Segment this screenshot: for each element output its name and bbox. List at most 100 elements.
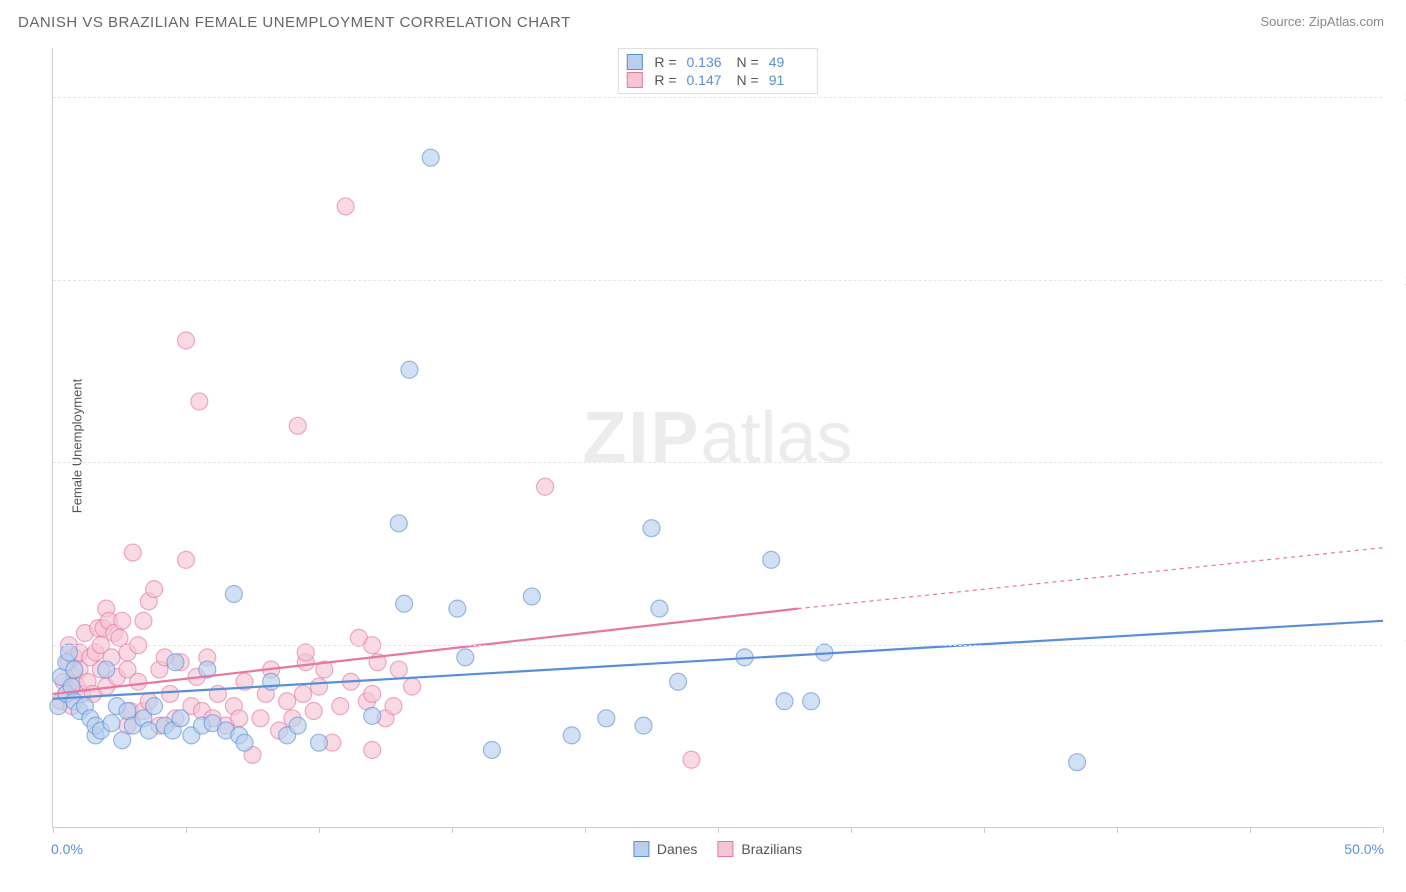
trend-line-extrapolated <box>798 548 1383 609</box>
data-point <box>563 727 580 744</box>
x-tick-mark <box>53 827 54 833</box>
y-tick-label: 15.0% <box>1397 454 1405 470</box>
data-point <box>776 693 793 710</box>
x-axis-min-label: 0.0% <box>51 841 83 857</box>
data-point <box>364 742 381 759</box>
legend-swatch <box>633 841 649 857</box>
data-point <box>178 332 195 349</box>
r-label: R = <box>654 54 676 70</box>
legend-swatch <box>626 72 642 88</box>
legend-stats-box: R = 0.136 N = 49 R = 0.147 N = 91 <box>617 48 817 94</box>
plot-area: ZIPatlas R = 0.136N = 49R = 0.147N = 91 … <box>52 48 1382 828</box>
data-point <box>98 661 115 678</box>
data-point <box>311 734 328 751</box>
data-point <box>279 693 296 710</box>
gridline <box>53 280 1382 281</box>
x-tick-mark <box>452 827 453 833</box>
data-point <box>457 649 474 666</box>
x-tick-mark <box>186 827 187 833</box>
x-tick-mark <box>585 827 586 833</box>
data-point <box>225 586 242 603</box>
source-attribution: Source: ZipAtlas.com <box>1260 14 1384 29</box>
n-value: 49 <box>769 54 809 70</box>
r-label: R = <box>654 72 676 88</box>
data-point <box>763 551 780 568</box>
data-point <box>643 520 660 537</box>
legend-bottom: Danes Brazilians <box>633 841 802 857</box>
data-point <box>651 600 668 617</box>
data-point <box>167 654 184 671</box>
data-point <box>483 742 500 759</box>
data-point <box>135 612 152 629</box>
data-point <box>289 417 306 434</box>
data-point <box>162 685 179 702</box>
scatter-svg <box>53 48 1382 827</box>
data-point <box>231 710 248 727</box>
data-point <box>390 661 407 678</box>
data-point <box>390 515 407 532</box>
data-point <box>252 710 269 727</box>
data-point <box>396 595 413 612</box>
y-tick-label: 7.5% <box>1397 637 1405 653</box>
n-label: N = <box>737 54 759 70</box>
data-point <box>311 678 328 695</box>
data-point <box>114 612 131 629</box>
data-point <box>422 149 439 166</box>
chart-container: DANISH VS BRAZILIAN FEMALE UNEMPLOYMENT … <box>0 0 1406 892</box>
data-point <box>670 673 687 690</box>
data-point <box>449 600 466 617</box>
data-point <box>401 361 418 378</box>
x-tick-mark <box>984 827 985 833</box>
data-point <box>130 673 147 690</box>
x-tick-mark <box>1383 827 1384 833</box>
n-value: 91 <box>769 72 809 88</box>
n-label: N = <box>737 72 759 88</box>
data-point <box>683 751 700 768</box>
data-point <box>263 673 280 690</box>
chart-title: DANISH VS BRAZILIAN FEMALE UNEMPLOYMENT … <box>18 14 571 31</box>
legend-stat-row: R = 0.147 N = 91 <box>626 71 808 89</box>
legend-label: Danes <box>657 841 697 857</box>
r-value: 0.136 <box>687 54 727 70</box>
data-point <box>289 717 306 734</box>
data-point <box>297 644 314 661</box>
data-point <box>236 734 253 751</box>
gridline <box>53 645 1382 646</box>
data-point <box>523 588 540 605</box>
data-point <box>103 715 120 732</box>
data-point <box>332 698 349 715</box>
data-point <box>295 685 312 702</box>
data-point <box>124 544 141 561</box>
data-point <box>364 685 381 702</box>
data-point <box>537 478 554 495</box>
data-point <box>305 703 322 720</box>
legend-item: Brazilians <box>717 841 802 857</box>
r-value: 0.147 <box>687 72 727 88</box>
data-point <box>191 393 208 410</box>
data-point <box>172 710 189 727</box>
y-tick-label: 22.5% <box>1397 272 1405 288</box>
data-point <box>803 693 820 710</box>
x-tick-mark <box>851 827 852 833</box>
legend-swatch <box>626 54 642 70</box>
x-tick-mark <box>718 827 719 833</box>
data-point <box>1069 754 1086 771</box>
data-point <box>146 698 163 715</box>
data-point <box>337 198 354 215</box>
data-point <box>60 644 77 661</box>
data-point <box>140 722 157 739</box>
x-tick-mark <box>319 827 320 833</box>
data-point <box>66 661 83 678</box>
data-point <box>385 698 402 715</box>
y-tick-label: 30.0% <box>1397 89 1405 105</box>
data-point <box>114 732 131 749</box>
x-axis-max-label: 50.0% <box>1344 841 1384 857</box>
data-point <box>364 707 381 724</box>
x-tick-mark <box>1250 827 1251 833</box>
data-point <box>178 551 195 568</box>
gridline <box>53 462 1382 463</box>
legend-label: Brazilians <box>741 841 802 857</box>
legend-swatch <box>717 841 733 857</box>
x-tick-mark <box>1117 827 1118 833</box>
trend-line <box>53 621 1383 699</box>
